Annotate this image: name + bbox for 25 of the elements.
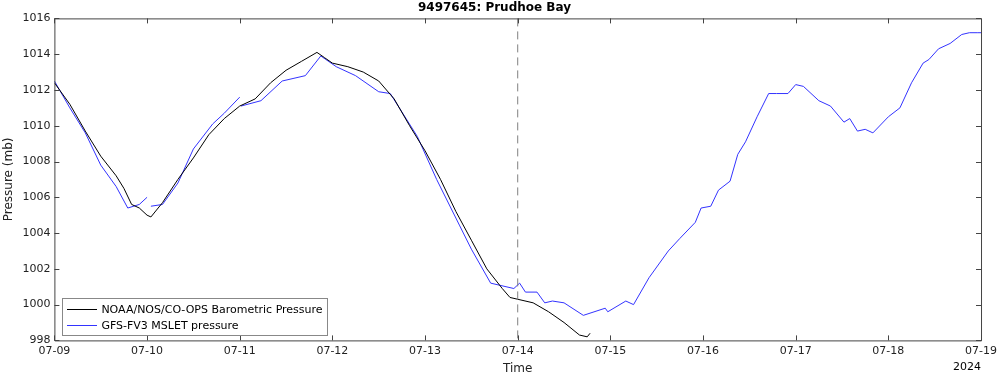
y-tick-label: 1006 <box>22 190 51 204</box>
chart-title: 9497645: Prudhoe Bay <box>417 0 572 15</box>
y-tick-label: 1012 <box>22 82 51 96</box>
x-axis-title: Time <box>502 360 533 375</box>
x-tick-label: 07-15 <box>594 343 627 357</box>
y-tick-label: 1016 <box>22 11 51 25</box>
x-tick-label: 07-18 <box>872 343 905 357</box>
y-tick-label: 1010 <box>22 118 51 132</box>
x-tick-label: 07-19 <box>965 343 997 357</box>
x-tick-label: 07-16 <box>687 343 720 357</box>
x-tick-label: 07-13 <box>409 343 442 357</box>
x-tick-label: 07-14 <box>501 343 534 357</box>
y-tick-label: 1002 <box>22 261 51 275</box>
x-tick-label: 07-11 <box>223 343 256 357</box>
y-tick-label: 1004 <box>22 225 51 239</box>
legend-label: NOAA/NOS/CO-OPS Barometric Pressure <box>101 302 323 316</box>
y-axis-title: Pressure (mb) <box>1 137 16 222</box>
x-tick-label: 07-10 <box>131 343 164 357</box>
y-tick-label: 1014 <box>22 47 51 61</box>
text: 2024 <box>953 360 982 374</box>
y-tick-label: 1008 <box>22 154 51 168</box>
y-tick-label: 1000 <box>22 297 51 311</box>
legend-label: GFS-FV3 MSLET pressure <box>101 318 239 332</box>
x-tick-label: 07-12 <box>316 343 349 357</box>
x-tick-label: 07-17 <box>779 343 812 357</box>
